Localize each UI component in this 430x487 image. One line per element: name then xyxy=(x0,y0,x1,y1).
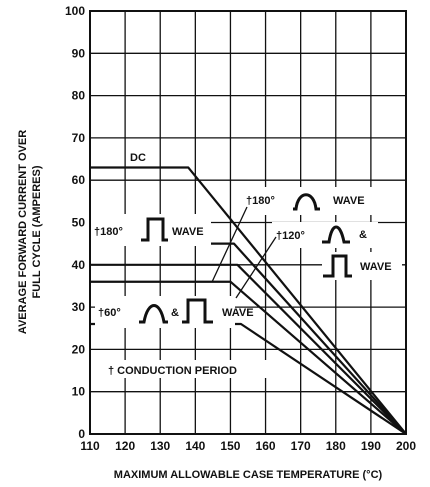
sine-wave-icon-120 xyxy=(322,225,350,244)
annotation-60: †60° xyxy=(98,307,121,319)
x-tick-label: 160 xyxy=(256,439,276,453)
y-axis-label-line1: AVERAGE FORWARD CURRENT OVER xyxy=(17,130,29,334)
square-wave-icon-60 xyxy=(182,298,213,324)
sine-wave-icon-60 xyxy=(139,304,168,324)
y-tick-label: 90 xyxy=(72,46,86,60)
series-line-3 xyxy=(90,280,407,435)
annotation-120: †120° xyxy=(276,230,305,242)
y-tick-label: 100 xyxy=(65,4,85,18)
square-wave-icon-120 xyxy=(323,254,352,278)
annotation-180-square-suffix: WAVE xyxy=(172,226,204,238)
annotation-bg-conduction xyxy=(104,360,284,378)
leader-line-120 xyxy=(235,236,277,299)
annotation-180-square: †180° xyxy=(94,226,123,238)
square-wave-icon-180 xyxy=(141,217,168,242)
x-tick-label: 140 xyxy=(185,439,205,453)
annotation-dc: DC xyxy=(130,152,146,164)
y-tick-label: 40 xyxy=(72,258,86,272)
x-tick-label: 110 xyxy=(80,439,100,453)
y-tick-label: 50 xyxy=(72,216,86,230)
annotation-bg-180-sine xyxy=(243,187,404,215)
annotation-180-sine: †180° xyxy=(246,195,275,207)
annotation-60-suffix: WAVE xyxy=(222,307,254,319)
annotation-bg-120 xyxy=(272,222,378,248)
x-tick-label: 190 xyxy=(361,439,381,453)
x-tick-label: 200 xyxy=(396,439,416,453)
y-tick-label: 80 xyxy=(72,89,86,103)
x-tick-labels: 110 120 130 140 150 160 170 180 190 200 xyxy=(80,439,416,453)
y-tick-label: 20 xyxy=(72,342,86,356)
x-tick-label: 150 xyxy=(220,439,240,453)
y-tick-label: 30 xyxy=(72,300,86,314)
annotation-120-suffix: WAVE xyxy=(360,261,392,273)
sine-wave-icon xyxy=(293,193,320,211)
annotation-180-sine-suffix: WAVE xyxy=(333,195,365,207)
plot-frame xyxy=(89,10,407,435)
series-lines xyxy=(90,166,407,435)
series-line-4 xyxy=(90,322,407,435)
annotation-60-amp: & xyxy=(171,307,179,319)
annotation-conduction-period: † CONDUCTION PERIOD xyxy=(108,365,237,377)
x-tick-label: 120 xyxy=(115,439,135,453)
series-line-0 xyxy=(90,166,407,435)
y-tick-label: 60 xyxy=(72,173,86,187)
y-axis-label-line2: FULL CYCLE (AMPERES) xyxy=(31,165,43,298)
leader-line-180-sine xyxy=(211,206,248,283)
y-tick-label: 0 xyxy=(78,427,85,441)
series-line-2 xyxy=(90,263,407,435)
annotation-120-amp: & xyxy=(359,229,367,241)
x-tick-label: 180 xyxy=(326,439,346,453)
y-tick-labels: 0 10 20 30 40 50 60 70 80 90 100 xyxy=(65,4,85,441)
y-tick-label: 10 xyxy=(72,385,86,399)
y-tick-label: 70 xyxy=(72,131,86,145)
x-tick-label: 130 xyxy=(150,439,170,453)
x-tick-label: 170 xyxy=(291,439,311,453)
x-axis-label: MAXIMUM ALLOWABLE CASE TEMPERATURE (°C) xyxy=(114,469,383,481)
